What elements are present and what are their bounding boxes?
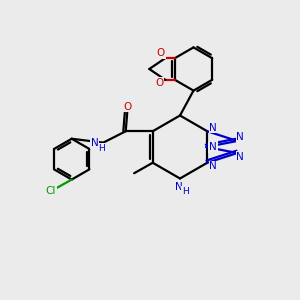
Text: N: N [91, 138, 99, 148]
Text: O: O [124, 102, 132, 112]
Text: N: N [236, 132, 244, 142]
Text: N: N [175, 182, 182, 192]
Text: O: O [155, 78, 163, 88]
Text: N: N [209, 142, 217, 152]
Text: N: N [236, 152, 244, 162]
Text: H: H [98, 144, 105, 153]
Text: O: O [157, 48, 165, 58]
Text: N: N [209, 161, 217, 171]
Text: N: N [209, 123, 217, 133]
Text: H: H [182, 187, 189, 196]
Text: Cl: Cl [46, 186, 56, 196]
